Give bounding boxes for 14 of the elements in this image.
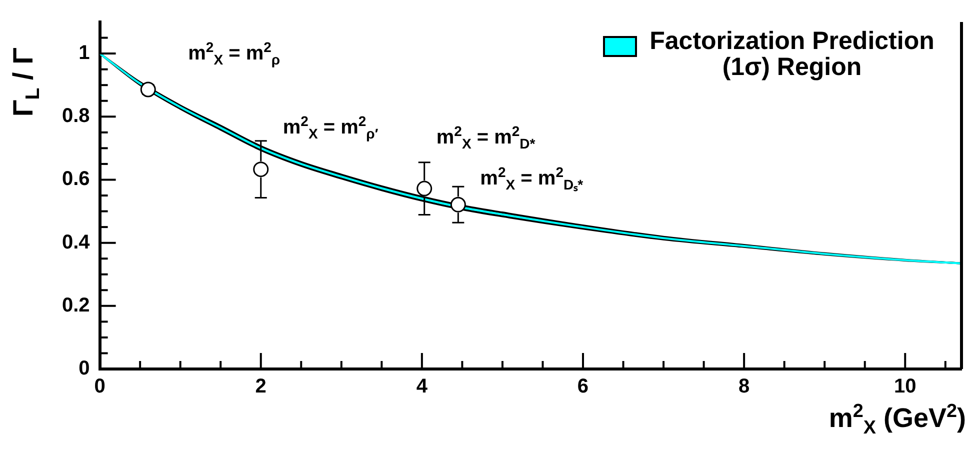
x-tick-label: 6 bbox=[577, 376, 589, 398]
x-tick-label: 8 bbox=[738, 376, 750, 398]
x-tick-label: 10 bbox=[894, 376, 916, 398]
y-tick-label: 0.8 bbox=[62, 105, 90, 128]
x-tick-label: 0 bbox=[94, 376, 106, 398]
y-tick-label: 0.4 bbox=[62, 231, 91, 254]
legend-label: Factorization Prediction (1σ) Region bbox=[648, 27, 936, 82]
y-tick-label: 0 bbox=[78, 358, 90, 380]
x-tick-label: 4 bbox=[416, 376, 428, 398]
y-tick-label: 0.2 bbox=[62, 294, 90, 316]
x-axis-title: m$^{2}$$_{X}$ (GeV$^{2}$) bbox=[828, 401, 966, 438]
y-tick-label: 0.6 bbox=[62, 168, 90, 190]
y-tick-label: 1 bbox=[78, 42, 90, 64]
x-tick-label: 2 bbox=[255, 376, 266, 398]
